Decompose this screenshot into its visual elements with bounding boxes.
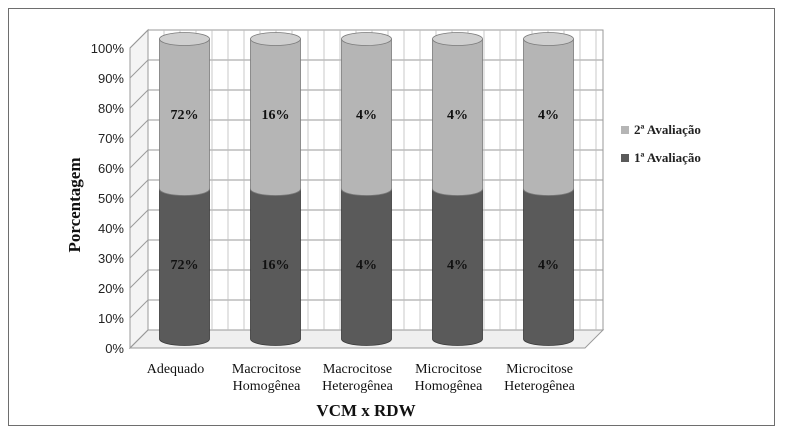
bar-top-cap [159, 32, 210, 46]
data-label-2a-avaliacao: 72% [171, 108, 199, 123]
bar-segment-2a-avaliacao [250, 38, 301, 196]
x-category-label: Macrocitose [323, 362, 392, 377]
legend-label-1a-avaliacao: 1ª Avaliação [634, 150, 701, 165]
x-category-label: Homogênea [233, 379, 301, 394]
bar-segment-2a-avaliacao [159, 38, 210, 196]
bar-segment-1a-avaliacao [523, 188, 574, 346]
bar-top-cap [250, 32, 301, 46]
side-gridline [129, 89, 149, 109]
x-category-label: Heterogênea [322, 379, 394, 394]
y-tick-label: 70% [98, 131, 124, 146]
data-label-1a-avaliacao: 4% [447, 258, 468, 273]
y-axis-title: Porcentagem [65, 157, 84, 252]
side-gridline [129, 149, 149, 169]
x-category-label: Macrocitose [232, 362, 301, 377]
side-gridline [129, 239, 149, 259]
side-gridline [129, 209, 149, 229]
y-tick-label: 50% [98, 191, 124, 206]
bar-segment-2a-avaliacao [432, 38, 483, 196]
x-category-label: Microcitose [415, 362, 482, 377]
bar-top-cap [432, 32, 483, 46]
y-tick-label: 20% [98, 281, 124, 296]
side-gridline [129, 119, 149, 139]
y-tick-label: 0% [105, 341, 124, 356]
data-label-2a-avaliacao: 4% [356, 108, 377, 123]
bar-segment-1a-avaliacao [341, 188, 392, 346]
y-tick-label: 40% [98, 221, 124, 236]
side-gridline [129, 29, 149, 49]
x-category-label: Heterogênea [504, 379, 576, 394]
side-gridline [129, 59, 149, 79]
side-gridline [129, 179, 149, 199]
bar-top-cap [523, 32, 574, 46]
bar-segment-1a-avaliacao [159, 188, 210, 346]
bar-segment-1a-avaliacao [250, 188, 301, 346]
data-label-1a-avaliacao: 4% [356, 258, 377, 273]
x-axis-title: VCM x RDW [316, 401, 415, 420]
x-category-label: Adequado [147, 362, 205, 377]
data-label-2a-avaliacao: 16% [262, 108, 290, 123]
y-tick-label: 60% [98, 161, 124, 176]
legend-swatch-2a-avaliacao [621, 126, 629, 134]
bar-segment-1a-avaliacao [432, 188, 483, 346]
y-tick-label: 90% [98, 71, 124, 86]
bar-segment-2a-avaliacao [341, 38, 392, 196]
y-tick-label: 10% [98, 311, 124, 326]
bar-segment-2a-avaliacao [523, 38, 574, 196]
side-gridline [129, 269, 149, 289]
x-category-label: Homogênea [415, 379, 483, 394]
side-gridline [129, 329, 149, 349]
data-label-1a-avaliacao: 72% [171, 258, 199, 273]
side-gridline [129, 299, 149, 319]
legend-label-2a-avaliacao: 2ª Avaliação [634, 122, 701, 137]
y-tick-label: 30% [98, 251, 124, 266]
data-label-2a-avaliacao: 4% [447, 108, 468, 123]
x-category-label: Microcitose [506, 362, 573, 377]
legend-swatch-1a-avaliacao [621, 154, 629, 162]
y-tick-label: 100% [91, 41, 125, 56]
data-label-2a-avaliacao: 4% [538, 108, 559, 123]
bar-top-cap [341, 32, 392, 46]
data-label-1a-avaliacao: 16% [262, 258, 290, 273]
y-tick-label: 80% [98, 101, 124, 116]
data-label-1a-avaliacao: 4% [538, 258, 559, 273]
